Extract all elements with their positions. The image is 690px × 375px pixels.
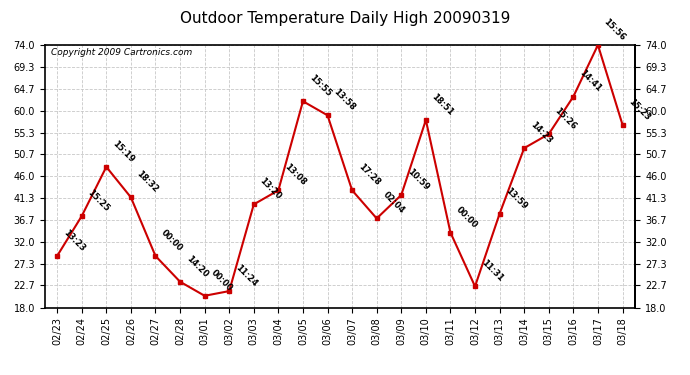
Text: 15:25: 15:25 [86,188,111,213]
Text: 15:23: 15:23 [627,97,652,122]
Text: 17:28: 17:28 [356,162,382,188]
Text: 15:55: 15:55 [307,73,333,99]
Text: 14:41: 14:41 [578,68,603,94]
Text: 15:56: 15:56 [602,17,627,42]
Text: 11:31: 11:31 [479,258,504,284]
Text: 00:00: 00:00 [209,268,234,293]
Text: 13:20: 13:20 [258,176,283,202]
Text: 13:58: 13:58 [332,87,357,112]
Text: 18:32: 18:32 [135,170,160,195]
Text: 13:08: 13:08 [282,162,308,188]
Text: 14:20: 14:20 [184,254,210,279]
Text: 15:26: 15:26 [553,106,578,131]
Text: 18:51: 18:51 [430,92,455,117]
Text: 14:23: 14:23 [529,120,553,146]
Text: Outdoor Temperature Daily High 20090319: Outdoor Temperature Daily High 20090319 [180,11,510,26]
Text: 11:24: 11:24 [233,263,259,288]
Text: 10:59: 10:59 [406,167,431,192]
Text: Copyright 2009 Cartronics.com: Copyright 2009 Cartronics.com [51,48,192,57]
Text: 00:00: 00:00 [455,205,480,230]
Text: 15:19: 15:19 [110,139,136,164]
Text: 13:23: 13:23 [61,228,86,253]
Text: 02:04: 02:04 [381,190,406,216]
Text: 00:00: 00:00 [159,228,185,253]
Text: 13:59: 13:59 [504,186,529,211]
